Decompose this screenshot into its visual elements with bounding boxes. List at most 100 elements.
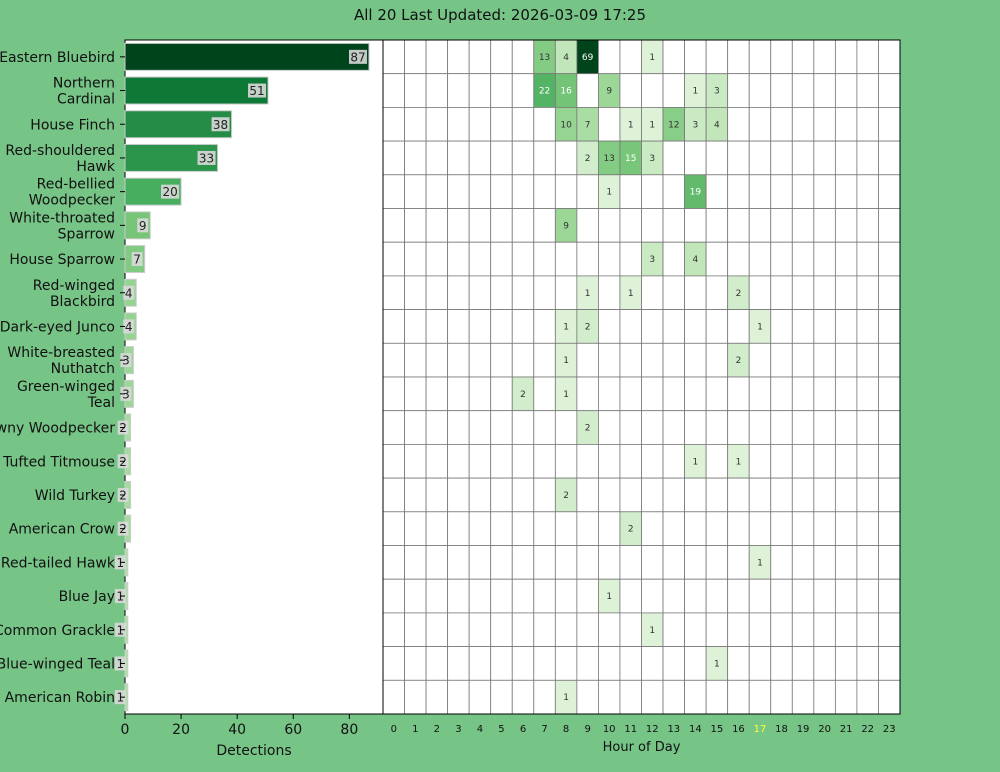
heatmap-cell-r18-h7 <box>533 612 556 648</box>
heatmap-cell-r11-h14 <box>684 376 707 412</box>
heatmap-cell-r17-h5 <box>490 578 513 614</box>
heatmap-cell-r15-h14 <box>684 511 707 546</box>
heatmap-cell-r15-h21 <box>834 511 858 546</box>
heatmap-cell-r2-h23 <box>878 73 901 108</box>
heatmap-cell-r12-h13 <box>662 410 685 445</box>
hour-tick-label-17: 17 <box>754 724 767 735</box>
heatmap-cell-r10-h18 <box>770 342 793 378</box>
heatmap-cell-value-r3-h13: 12 <box>668 120 679 130</box>
heatmap-cell-r4-h23 <box>878 140 901 176</box>
category-label-20: American Robin <box>5 690 115 706</box>
heatmap-cell-r13-h5 <box>490 443 513 479</box>
heatmap-cell-r11-h16 <box>727 376 750 412</box>
heatmap-cell-value-r8-h9: 1 <box>585 289 591 299</box>
heatmap-cell-value-r5-h10: 1 <box>606 188 612 198</box>
heatmap-cell-r18-h22 <box>856 612 879 648</box>
heatmap-cell-r18-h3 <box>447 612 470 648</box>
heatmap-cell-r2-h5 <box>490 73 513 108</box>
heatmap-cell-r15-h22 <box>856 511 879 546</box>
heatmap-cell-value-r11-h8: 1 <box>563 390 569 400</box>
hour-tick-label-15: 15 <box>711 724 724 735</box>
heatmap-cell-r14-h0 <box>382 477 405 513</box>
heatmap-cell-r15-h12 <box>641 511 664 546</box>
heatmap-cell-r10-h11 <box>619 342 642 378</box>
heatmap-cell-r7-h17 <box>748 241 772 277</box>
heatmap-cell-r17-h12 <box>641 578 664 614</box>
heatmap-cell-r20-h11 <box>619 679 642 715</box>
heatmap-cell-r4-h5 <box>490 140 513 176</box>
heatmap-cell-r4-h3 <box>447 140 470 176</box>
heatmap-cell-value-r6-h8: 9 <box>563 221 569 231</box>
category-label-7: House Sparrow <box>9 252 115 268</box>
heatmap-cell-r17-h21 <box>834 578 858 614</box>
heatmap-cell-r17-h20 <box>813 578 836 614</box>
heatmap-cell-r8-h0 <box>382 275 405 310</box>
heatmap-cell-r9-h11 <box>619 309 642 344</box>
heatmap-cell-value-r18-h12: 1 <box>649 626 655 636</box>
bar-value-box-1 <box>348 49 367 64</box>
heatmap-cell-r3-h16 <box>727 107 750 142</box>
heatmap-cell-r20-h21 <box>834 679 858 715</box>
heatmap-cell-r12-h22 <box>856 410 879 445</box>
heatmap-cell-r1-h6 <box>511 39 535 75</box>
heatmap-cell-r12-h4 <box>468 410 492 445</box>
heatmap-cell-r14-h10 <box>598 477 621 513</box>
bar-value-box-2 <box>248 83 267 98</box>
heatmap-cell-r18-h8 <box>554 612 578 648</box>
heatmap-cell-r14-h18 <box>770 477 793 513</box>
heatmap-cell-r10-h10 <box>598 342 621 378</box>
category-label-18: Common Grackle <box>0 623 115 639</box>
heatmap-cell-r14-h13 <box>662 477 685 513</box>
heatmap-cell-r5-h0 <box>382 174 405 209</box>
heatmap-cell-r5-h21 <box>834 174 858 209</box>
bar-value-label-3: 38 <box>213 118 228 132</box>
heatmap-cell-r18-h19 <box>791 612 815 648</box>
bar-x-tick-label-40: 40 <box>228 722 246 738</box>
heatmap-cell-r8-h21 <box>834 275 858 310</box>
heatmap-cell-r20-h20 <box>813 679 836 715</box>
heatmap-cell-r18-h16 <box>727 612 750 648</box>
heatmap-cell-r6-h0 <box>382 208 405 243</box>
bar-value-label-2: 51 <box>249 84 264 98</box>
heatmap-cell-r6-h1 <box>404 208 427 243</box>
heatmap-cell-r12-h5 <box>490 410 513 445</box>
heatmap-cell-r9-h4 <box>468 309 492 344</box>
heatmap-cell-r6-h15 <box>705 208 729 243</box>
heatmap-cell-r16-h21 <box>834 545 858 580</box>
heatmap-cell-r6-h4 <box>468 208 492 243</box>
heatmap-cell-r17-h6 <box>511 578 535 614</box>
heatmap-cell-value-r7-h14: 4 <box>692 255 698 265</box>
heatmap-cell-r15-h16 <box>727 511 750 546</box>
heatmap-cell-r15-h5 <box>490 511 513 546</box>
heatmap-cell-r8-h23 <box>878 275 901 310</box>
heatmap-cell-r17-h16 <box>727 578 750 614</box>
heatmap-cell-r15-h18 <box>770 511 793 546</box>
bar-value-label-10: 3 <box>122 354 130 368</box>
heatmap-cell-r3-h10 <box>598 107 621 142</box>
heatmap-cell-r16-h1 <box>404 545 427 580</box>
heatmap-cell-r20-h4 <box>468 679 492 715</box>
heatmap-cell-r6-h9 <box>576 208 599 243</box>
heatmap-cell-r3-h22 <box>856 107 879 142</box>
heatmap-cell-r18-h10 <box>598 612 621 648</box>
heatmap-cell-r17-h22 <box>856 578 879 614</box>
heatmap-cell-value-r7-h12: 3 <box>649 255 655 265</box>
heatmap-cell-r3-h0 <box>382 107 405 142</box>
bar-value-box-5 <box>161 184 180 199</box>
heatmap-cell-r15-h2 <box>425 511 449 546</box>
category-label-14: Wild Turkey <box>35 488 115 504</box>
heatmap-cell-r19-h1 <box>404 646 427 681</box>
heatmap-cell-r4-h19 <box>791 140 815 176</box>
heatmap-cell-r1-h1 <box>404 39 427 75</box>
heatmap-cell-r10-h21 <box>834 342 858 378</box>
heatmap-cell-r19-h23 <box>878 646 901 681</box>
hour-tick-label-9: 9 <box>584 724 590 735</box>
heatmap-cell-r11-h4 <box>468 376 492 412</box>
heatmap-cell-r10-h6 <box>511 342 535 378</box>
heatmap-cell-r15-h15 <box>705 511 729 546</box>
category-label-4-line1: Red-shouldered <box>5 143 115 159</box>
heatmap-cell-r11-h1 <box>404 376 427 412</box>
heatmap-cell-r6-h2 <box>425 208 449 243</box>
heatmap-cell-r11-h22 <box>856 376 879 412</box>
heatmap-cell-r11-h19 <box>791 376 815 412</box>
